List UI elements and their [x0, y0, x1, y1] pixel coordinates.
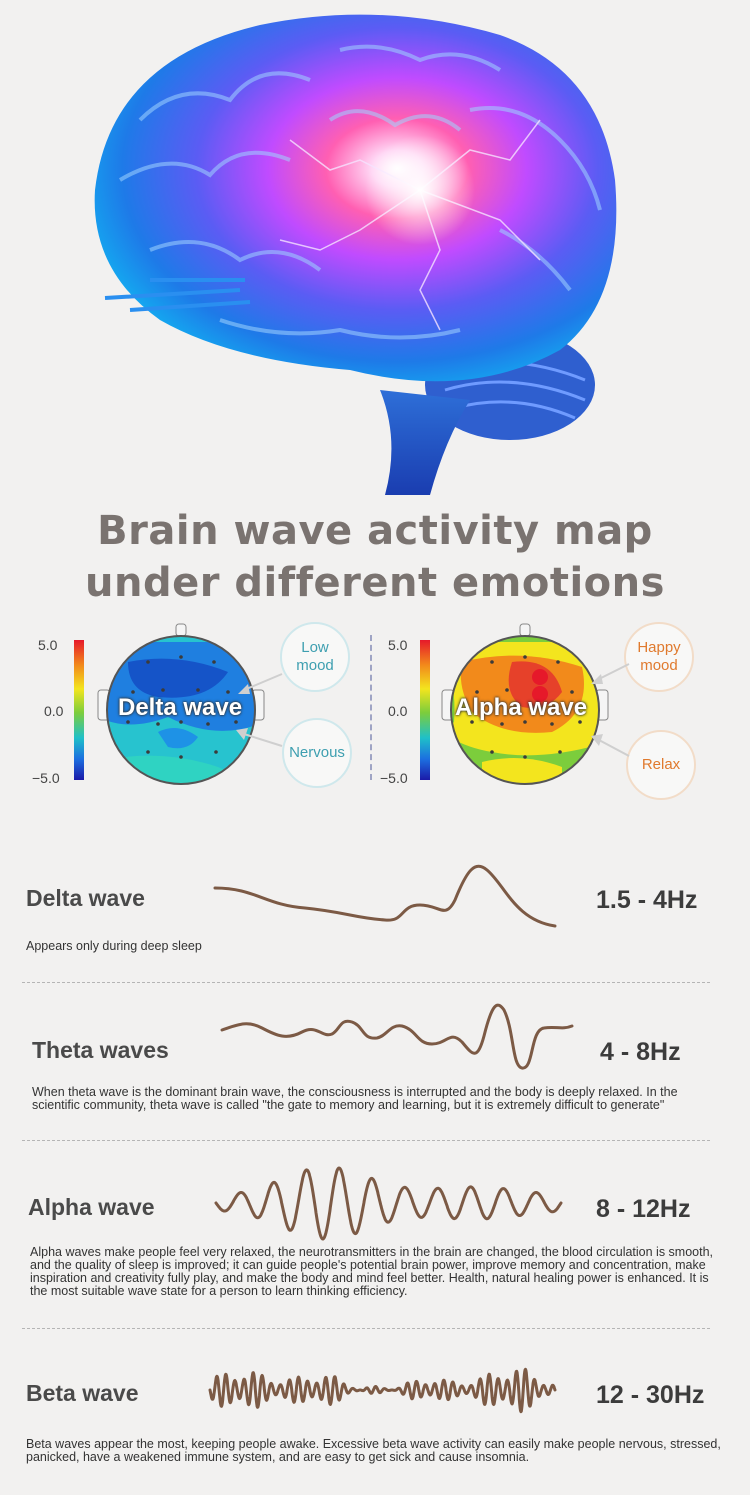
page-title: Brain wave activity map under different …: [0, 505, 750, 609]
bubble-nervous: Nervous: [282, 718, 352, 788]
wave-description: When theta wave is the dominant brain wa…: [32, 1085, 678, 1112]
left-bubble-arrows: [236, 673, 283, 747]
wave-frequency: 1.5 - 4Hz: [596, 886, 698, 914]
waveform-line: [214, 1166, 563, 1241]
delta-waveform: [213, 864, 557, 928]
alpha-head-map: [441, 623, 609, 785]
wave-frequency: 12 - 30Hz: [596, 1381, 705, 1409]
right-scale-bottom: −5.0: [380, 770, 408, 786]
wave-name: Alpha wave: [28, 1194, 155, 1220]
row-divider: [22, 982, 710, 983]
left-scale-top: 5.0: [38, 637, 58, 653]
right-scale-mid: 0.0: [388, 703, 408, 719]
right-bubble-arrows: [591, 663, 630, 757]
right-colorbar: [420, 640, 430, 780]
row-divider: [22, 1140, 710, 1141]
delta-head-map: [97, 623, 265, 785]
bubble-low-mood: Low mood: [280, 622, 350, 692]
wave-frequency: 4 - 8Hz: [600, 1038, 681, 1066]
bubble-happy-mood: Happy mood: [624, 622, 694, 692]
wave-frequency: 8 - 12Hz: [596, 1195, 691, 1223]
left-scale-mid: 0.0: [44, 703, 64, 719]
waveform-line: [208, 1367, 557, 1414]
left-colorbar: [74, 640, 84, 780]
row-divider: [22, 1328, 710, 1329]
left-scale-bottom: −5.0: [32, 770, 60, 786]
alpha-head-label: Alpha wave: [455, 694, 588, 721]
delta-head-label: Delta wave: [118, 694, 243, 721]
title-line-1: Brain wave activity map: [97, 508, 653, 554]
wave-name: Beta wave: [26, 1380, 139, 1406]
bubble-relax: Relax: [626, 730, 696, 800]
beta-waveform: [208, 1367, 557, 1414]
title-line-2: under different emotions: [85, 560, 665, 606]
right-scale-top: 5.0: [388, 637, 408, 653]
wave-description: Appears only during deep sleep: [26, 939, 202, 953]
wave-description: Beta waves appear the most, keeping peop…: [26, 1437, 721, 1464]
alpha-waveform: [214, 1166, 563, 1241]
wave-name: Delta wave: [26, 885, 145, 911]
wave-description: Alpha waves make people feel very relaxe…: [30, 1245, 714, 1298]
map-divider: [370, 635, 372, 780]
theta-waveform: [220, 1003, 574, 1070]
brain-illustration: [94, 14, 617, 495]
wave-name: Theta waves: [32, 1037, 169, 1063]
